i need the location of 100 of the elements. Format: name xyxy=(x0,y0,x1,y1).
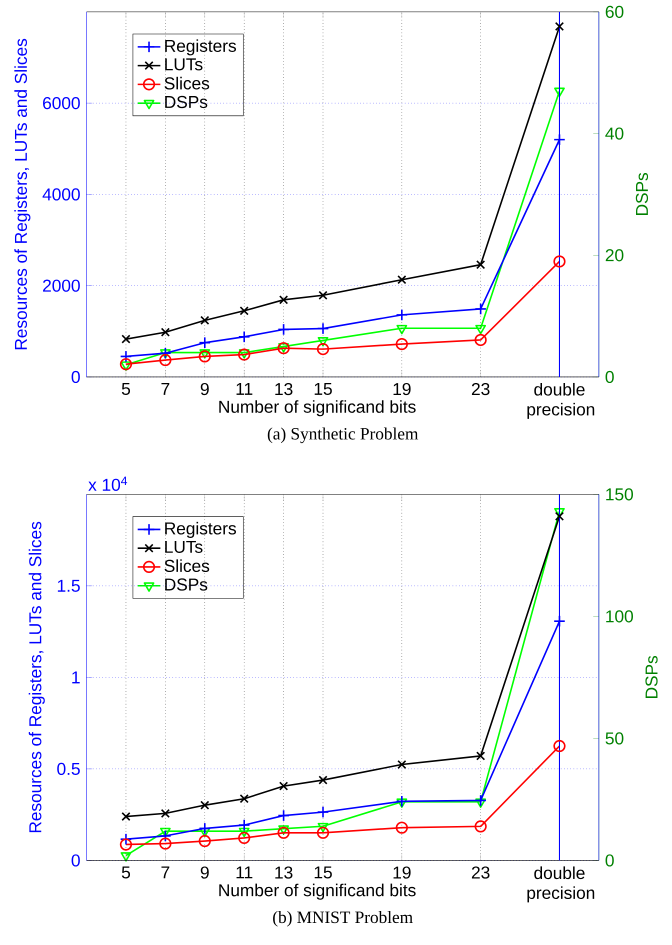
point xyxy=(396,324,408,334)
point xyxy=(474,334,487,346)
point xyxy=(278,825,290,835)
point xyxy=(554,615,566,628)
point xyxy=(120,833,132,846)
point xyxy=(278,809,290,822)
point xyxy=(160,354,172,366)
point xyxy=(200,349,210,359)
point xyxy=(239,828,250,838)
y-tick-label: 1.5 xyxy=(58,580,80,592)
text: x 10$^{4}$ xyxy=(88,476,128,491)
point xyxy=(238,832,251,844)
legend-label: Registers xyxy=(165,39,236,56)
point xyxy=(240,306,249,316)
text: (b) MNIST Problem xyxy=(273,910,414,927)
y-tick-label: 0 xyxy=(72,854,80,867)
legend-label: DSPs xyxy=(165,578,208,591)
legend-label: DSPs xyxy=(165,96,208,108)
x-tick-label: 19 xyxy=(394,382,411,396)
point xyxy=(474,794,487,806)
y-tick-label: 4000 xyxy=(42,188,80,200)
x-tick-label: 15 xyxy=(314,866,332,878)
x-tick-label: double precision xyxy=(528,382,594,419)
x-tick-label: 9 xyxy=(201,382,210,396)
x-tick-label: 13 xyxy=(276,382,293,396)
legend-label: Slices xyxy=(164,76,210,90)
point xyxy=(317,343,330,356)
point xyxy=(555,22,564,32)
point xyxy=(161,808,170,818)
point xyxy=(122,334,131,344)
point xyxy=(396,308,408,321)
legend-label: LUTs xyxy=(165,540,203,553)
y2-tick-label: 0 xyxy=(606,854,614,867)
point xyxy=(317,826,330,839)
point xyxy=(279,782,288,791)
point xyxy=(198,822,212,834)
x-tick-label: 23 xyxy=(472,866,490,879)
point xyxy=(278,323,290,336)
y-axis-title: Resources of Registers, LUTs and Slices xyxy=(28,522,46,832)
point xyxy=(278,826,290,839)
point xyxy=(198,350,212,363)
point xyxy=(240,794,249,804)
point xyxy=(120,852,132,862)
point xyxy=(317,322,330,335)
point xyxy=(554,88,566,98)
point xyxy=(476,798,486,808)
y-tick-label: 0.5 xyxy=(57,762,80,776)
y-axis-title: Resources of Registers, LUTs and Slices xyxy=(14,38,31,350)
x-tick-label: 7 xyxy=(162,382,170,395)
y2-axis-title: DSPs xyxy=(636,172,648,216)
x-tick-label: 13 xyxy=(276,866,293,879)
x-tick-label: 9 xyxy=(201,866,210,879)
point xyxy=(398,760,407,770)
point xyxy=(120,838,132,851)
y-tick-label: 6000 xyxy=(43,97,80,110)
legend-label: LUTs xyxy=(165,58,203,70)
point xyxy=(554,255,566,268)
point xyxy=(474,302,487,316)
point xyxy=(396,338,408,350)
point xyxy=(120,358,132,370)
point xyxy=(398,275,407,284)
y-tick-label: 0 xyxy=(72,370,80,384)
point xyxy=(396,795,408,808)
point xyxy=(318,336,329,347)
point xyxy=(318,776,328,785)
text: (a) Synthetic Problem xyxy=(268,427,418,444)
point xyxy=(198,834,212,848)
legend-label: Registers xyxy=(165,522,236,538)
point xyxy=(476,324,486,334)
y-tick-label: 1 xyxy=(72,671,80,684)
y2-axis-title: DSPs xyxy=(646,656,658,698)
point xyxy=(318,290,328,300)
x-tick-label: 7 xyxy=(162,866,170,878)
x-tick-label: 23 xyxy=(472,382,490,396)
point xyxy=(238,330,251,343)
point xyxy=(476,751,486,760)
y2-tick-label: 100 xyxy=(606,610,634,622)
x-axis-title: Number of significand bits xyxy=(220,884,416,900)
y2-tick-label: 0 xyxy=(606,370,614,384)
point xyxy=(554,740,566,752)
point xyxy=(200,316,210,325)
point xyxy=(160,828,172,838)
x-tick-label: double precision xyxy=(528,866,594,902)
x-axis-title: Number of significand bits xyxy=(220,400,416,416)
point xyxy=(198,336,212,349)
x-tick-label: 11 xyxy=(236,382,253,395)
x-tick-label: 15 xyxy=(314,382,332,395)
point xyxy=(238,819,251,832)
x-tick-label: 5 xyxy=(122,382,130,395)
y2-tick-label: 50 xyxy=(606,732,624,744)
point xyxy=(554,134,566,146)
x-tick-label: 5 xyxy=(122,866,130,878)
point xyxy=(120,361,132,371)
point xyxy=(474,820,487,832)
y2-tick-label: 60 xyxy=(606,6,624,18)
point xyxy=(200,800,210,810)
point xyxy=(160,830,172,842)
point xyxy=(555,512,564,521)
point xyxy=(279,295,288,304)
y2-tick-label: 150 xyxy=(606,488,634,500)
